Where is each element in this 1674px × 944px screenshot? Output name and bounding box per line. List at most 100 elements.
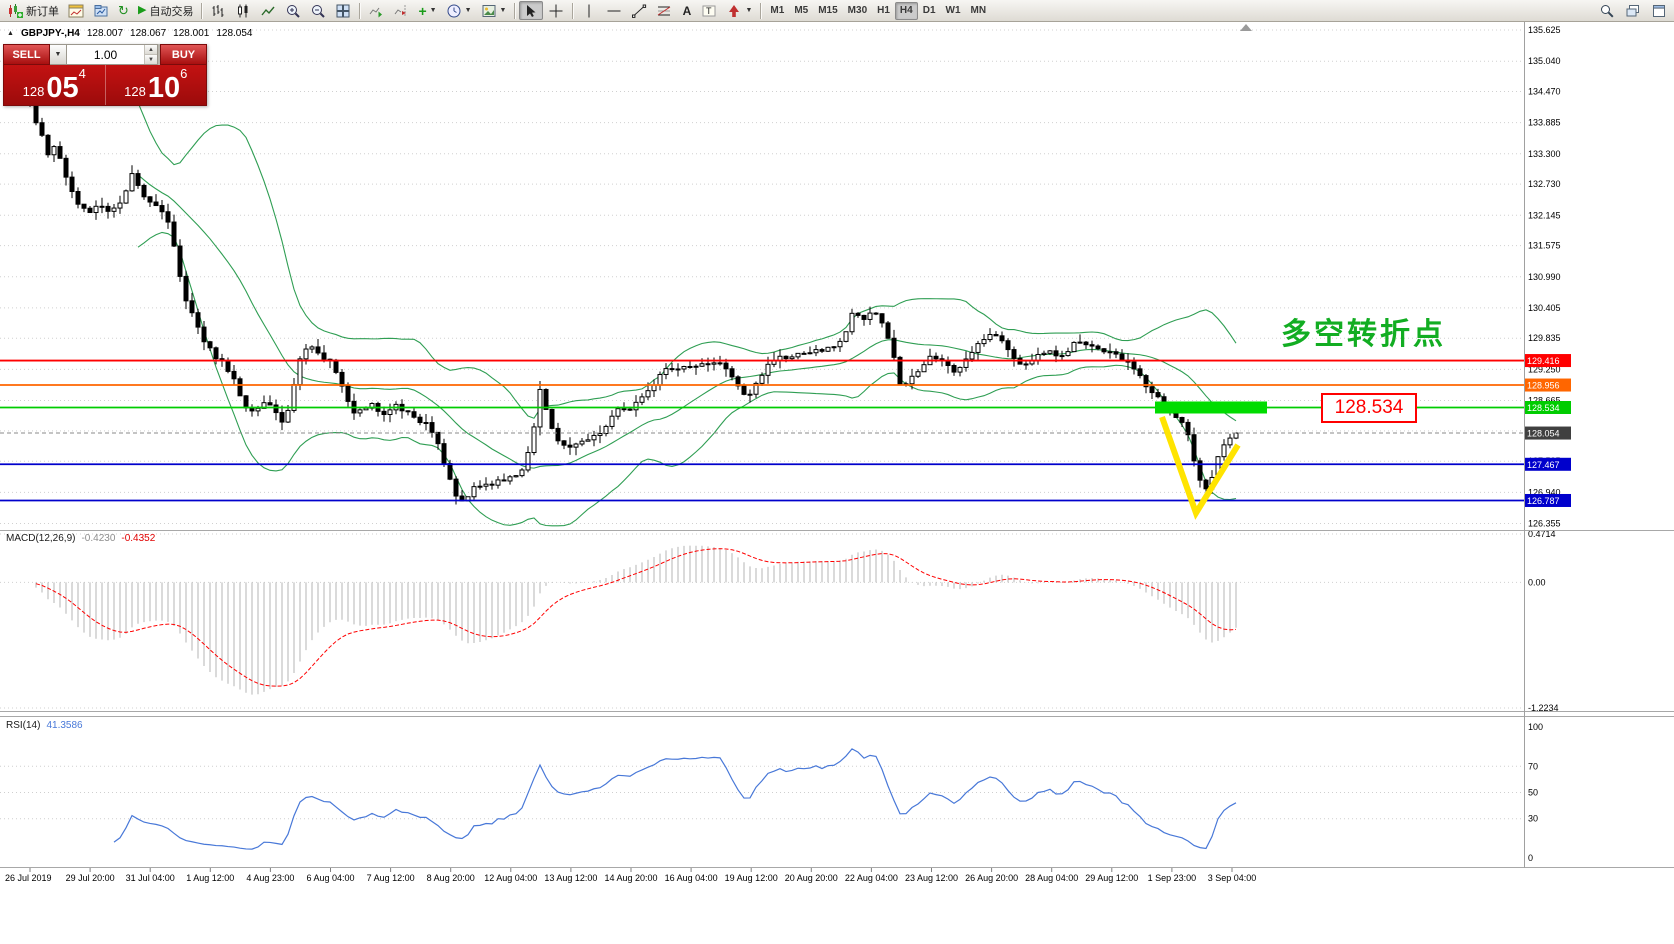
crosshair-button[interactable]: [544, 1, 568, 20]
template-icon: [482, 4, 496, 17]
yellow-v-drawing[interactable]: [1159, 415, 1241, 520]
bollinger-bands: [137, 102, 1237, 527]
expand-window-button[interactable]: [1647, 1, 1671, 20]
timeframe-mn-button[interactable]: MN: [970, 5, 987, 16]
timeframe-d1-button[interactable]: D1: [922, 5, 936, 16]
search-button[interactable]: [1595, 1, 1619, 20]
horizontal-lines-layer[interactable]: [0, 359, 1524, 502]
buy-button[interactable]: BUY: [160, 44, 207, 65]
chevron-down-icon: ▼: [464, 7, 472, 14]
volume-up-button[interactable]: ▲: [145, 45, 157, 54]
buy-price-big: 10: [147, 71, 181, 104]
sell-price-big: 05: [46, 71, 79, 104]
horizontal-line-icon: [607, 10, 621, 11]
svg-text:T: T: [706, 6, 712, 16]
chart-shift-button[interactable]: [389, 1, 413, 20]
arrows-tool-button[interactable]: ▼: [722, 1, 756, 20]
timeframe-m30-button[interactable]: M30: [847, 5, 868, 16]
cursor-button[interactable]: [519, 1, 544, 20]
zoom-out-icon: [312, 4, 326, 18]
timeframe-h1-button[interactable]: H1: [877, 5, 890, 16]
new-order-icon: [9, 3, 23, 18]
svg-text:1 Sep 23:00: 1 Sep 23:00: [1148, 873, 1197, 883]
order-type-dropdown[interactable]: ▼: [50, 44, 67, 65]
macd-signal-value: -0.4352: [121, 533, 156, 544]
refresh-button[interactable]: ↻: [114, 1, 133, 20]
volume-down-button[interactable]: ▼: [145, 54, 157, 64]
auto-scroll-icon: [370, 7, 383, 17]
highlight-zone-rect[interactable]: [1155, 401, 1267, 414]
chart-shift-marker[interactable]: [1240, 24, 1252, 31]
svg-text:13 Aug 12:00: 13 Aug 12:00: [544, 873, 597, 883]
auto-trading-button[interactable]: ▶ 自动交易: [134, 1, 197, 20]
toolbar-separator: [572, 2, 574, 19]
zoom-out-button[interactable]: [306, 1, 330, 20]
timeframe-m15-button[interactable]: M15: [818, 5, 838, 16]
cascade-windows-button[interactable]: [1621, 1, 1645, 20]
periods-button[interactable]: ▼: [442, 1, 476, 20]
ohlc-open: 128.007: [86, 28, 124, 39]
new-chart-icon: [68, 4, 84, 17]
bar-chart-button[interactable]: [206, 1, 230, 20]
timeframe-h4-button[interactable]: H4: [894, 1, 918, 20]
new-order-button[interactable]: 新订单: [3, 1, 63, 20]
svg-text:26 Aug 20:00: 26 Aug 20:00: [965, 873, 1018, 883]
auto-scroll-button[interactable]: [364, 1, 388, 20]
templates-button[interactable]: ▼: [477, 1, 511, 20]
one-click-collapse-icon[interactable]: ▲: [7, 30, 14, 37]
horizontal-line-button[interactable]: [602, 1, 626, 20]
svg-text:12 Aug 04:00: 12 Aug 04:00: [484, 873, 537, 883]
timeframe-m1-button[interactable]: M1: [770, 5, 785, 16]
indicators-button[interactable]: + ▼: [414, 1, 440, 20]
svg-text:129.250: 129.250: [1528, 364, 1561, 374]
timeframe-w1-button[interactable]: W1: [945, 5, 961, 16]
svg-text:19 Aug 12:00: 19 Aug 12:00: [725, 873, 778, 883]
text-tool-button[interactable]: A: [677, 1, 696, 20]
svg-text:128.054: 128.054: [1527, 429, 1560, 439]
macd-pane: 0.4714 0.00 -1.2234: [0, 529, 1559, 713]
new-chart-button[interactable]: [64, 1, 88, 20]
svg-text:-1.2234: -1.2234: [1528, 703, 1559, 713]
vertical-line-button[interactable]: [577, 1, 601, 20]
buy-price-display[interactable]: 128 10 6: [104, 65, 207, 105]
candlestick-chart-button[interactable]: [231, 1, 255, 20]
price-badges: 129.416 128.956 128.534 127.467 126.787 128.0…: [1524, 354, 1571, 507]
line-chart-button[interactable]: [256, 1, 280, 20]
sell-button[interactable]: SELL: [3, 44, 50, 65]
time-axis[interactable]: 26 Jul 2019 29 Jul 20:00 31 Jul 04:00 1 Aug…: [5, 868, 1256, 883]
rsi-name: RSI(14): [6, 720, 41, 731]
price-callout-box[interactable]: 128.534: [1321, 393, 1417, 423]
svg-text:0: 0: [1528, 853, 1533, 863]
expand-window-icon: [1653, 4, 1665, 17]
profiles-button[interactable]: [89, 1, 113, 20]
chart-symbol-label: GBPJPY-,H4: [20, 28, 80, 39]
sell-price-prefix: 128: [22, 84, 45, 99]
chevron-down-icon: ▼: [54, 51, 62, 58]
svg-text:50: 50: [1528, 788, 1538, 798]
sell-price-display[interactable]: 128 05 4: [4, 65, 105, 105]
turning-point-annotation[interactable]: 多空转折点: [1281, 318, 1446, 351]
vertical-line-icon: [588, 4, 590, 17]
chart-shift-icon: [395, 4, 407, 17]
svg-text:31 Jul 04:00: 31 Jul 04:00: [126, 873, 175, 883]
search-icon: [1601, 4, 1614, 18]
timeframe-m5-button[interactable]: M5: [794, 5, 809, 16]
svg-text:130.405: 130.405: [1528, 303, 1561, 313]
fibonacci-button[interactable]: [652, 1, 676, 20]
svg-text:23 Aug 12:00: 23 Aug 12:00: [905, 873, 958, 883]
svg-text:7 Aug 12:00: 7 Aug 12:00: [367, 873, 415, 883]
tile-windows-button[interactable]: [331, 1, 355, 20]
volume-input[interactable]: [67, 45, 145, 64]
trendline-button[interactable]: [627, 1, 651, 20]
svg-text:129.835: 129.835: [1528, 333, 1561, 343]
svg-text:0.4714: 0.4714: [1528, 529, 1556, 539]
svg-text:135.625: 135.625: [1528, 25, 1561, 35]
svg-text:128.665: 128.665: [1528, 396, 1561, 406]
auto-trading-label: 自动交易: [149, 5, 194, 18]
volume-field: ▲ ▼: [67, 44, 158, 65]
zoom-in-button[interactable]: [281, 1, 305, 20]
text-label-button[interactable]: T: [697, 1, 721, 20]
buy-price-prefix: 128: [124, 84, 146, 99]
svg-text:126.787: 126.787: [1527, 496, 1560, 506]
